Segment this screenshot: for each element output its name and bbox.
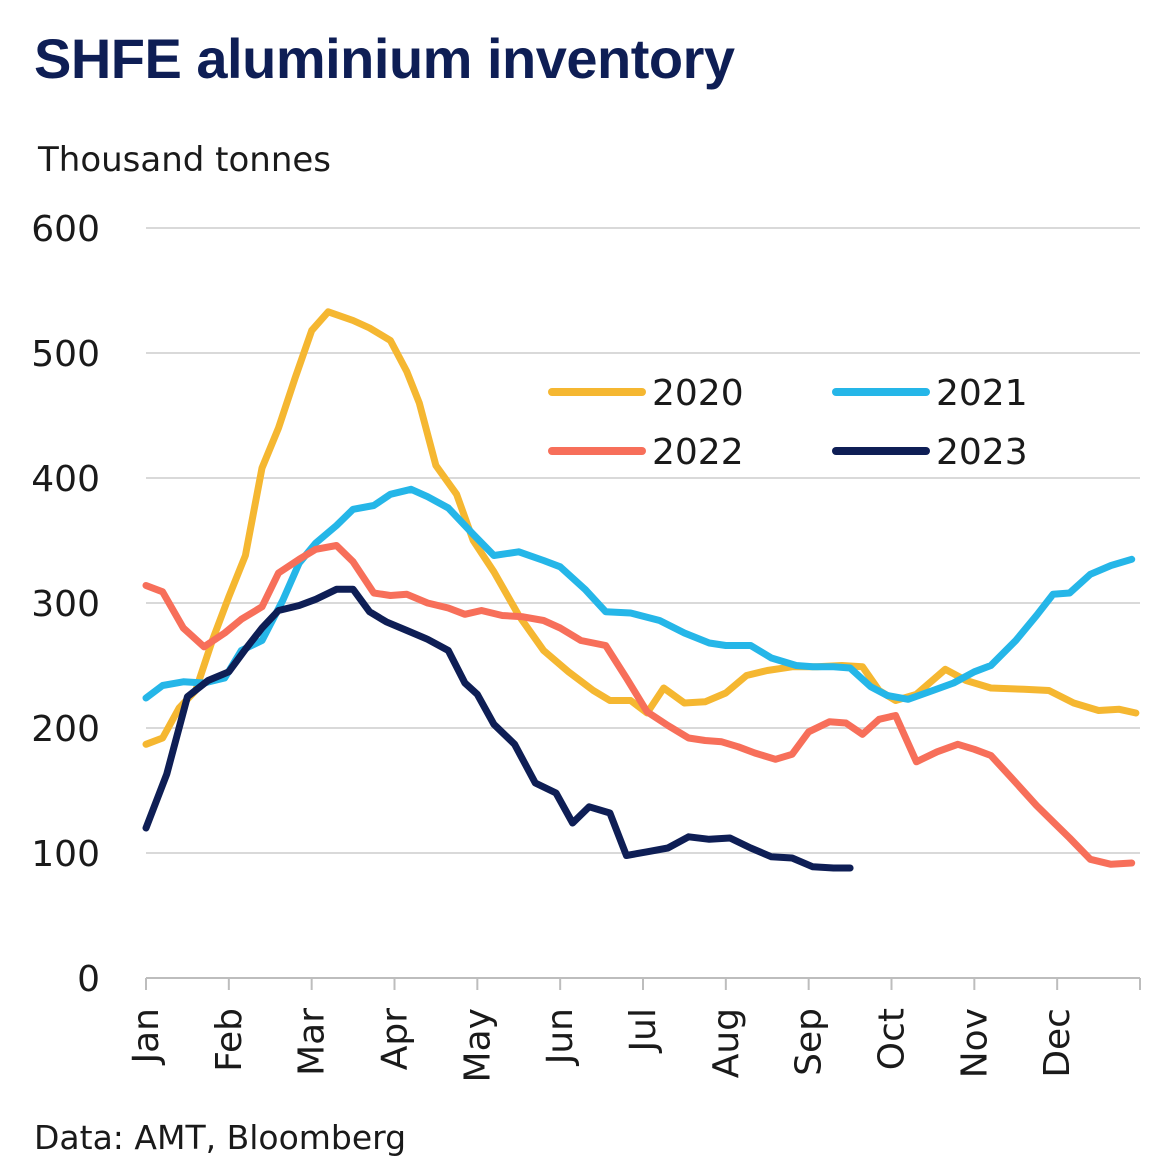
series-line-2021	[142, 485, 1136, 703]
legend-label-2023: 2023	[936, 432, 1028, 473]
x-tick-label: Sep	[789, 1008, 830, 1076]
y-tick-label: 300	[31, 584, 100, 625]
x-tick-label: Jun	[540, 1008, 581, 1066]
series-lines	[142, 308, 1140, 872]
x-tick-label: Mar	[292, 1008, 333, 1076]
y-tick-label: 200	[31, 709, 100, 750]
line-chart: 0 100 200 300 400 500 600 Jan Feb Mar Apr May Jun Ju…	[31, 209, 1141, 1082]
data-source-note: Data: AMT, Bloomberg	[34, 1118, 407, 1157]
y-tick-label: 600	[31, 209, 100, 250]
series-line-2020	[142, 308, 1140, 748]
x-tick-label: Oct	[872, 1008, 913, 1070]
y-axis-unit-label: Thousand tonnes	[38, 140, 332, 180]
x-tick-label: Nov	[954, 1008, 995, 1078]
x-tick-label: Feb	[209, 1008, 250, 1072]
x-tick-label: Apr	[375, 1008, 416, 1070]
legend-label-2020: 2020	[652, 373, 744, 414]
x-axis: Jan Feb Mar Apr May Jun Jul Aug Sep Oct Nov Dec	[126, 977, 1141, 1082]
legend-label-2021: 2021	[936, 373, 1028, 414]
series-line-2022	[142, 542, 1136, 868]
x-tick-label: Aug	[706, 1008, 747, 1078]
x-tick-label: Jul	[623, 1008, 664, 1053]
legend: 2020 2021 2022 2023	[548, 373, 1028, 473]
series-line-2023	[142, 585, 854, 872]
x-tick-label: Jan	[126, 1008, 167, 1066]
chart-title: SHFE aluminium inventory	[34, 27, 735, 90]
y-tick-label: 400	[31, 459, 100, 500]
y-tick-label: 0	[77, 959, 100, 1000]
y-tick-label: 100	[31, 834, 100, 875]
x-tick-label: Dec	[1037, 1008, 1078, 1078]
y-tick-label: 500	[31, 334, 100, 375]
x-tick-label: May	[457, 1008, 498, 1082]
y-axis-ticks: 0 100 200 300 400 500 600	[31, 209, 100, 1000]
legend-label-2022: 2022	[652, 432, 744, 473]
